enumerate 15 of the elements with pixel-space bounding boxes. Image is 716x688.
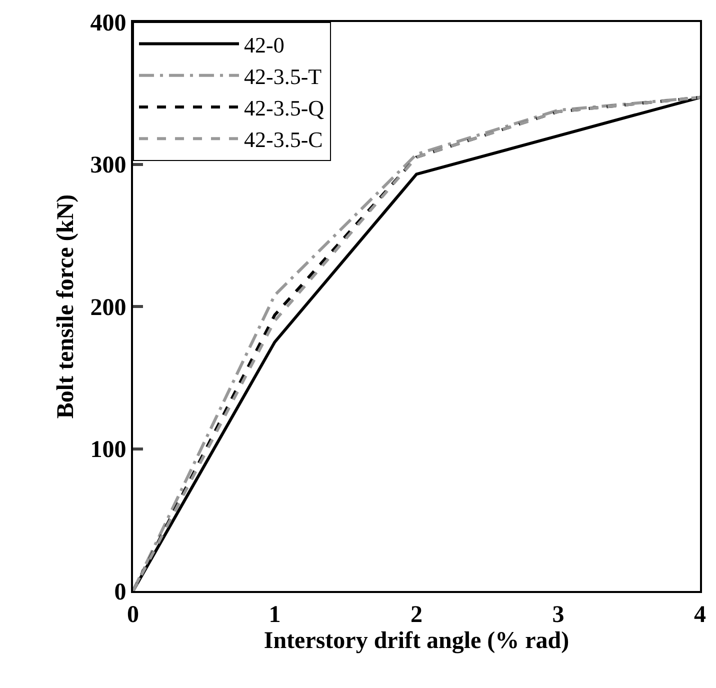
y-tick-label: 0 [114,579,126,606]
legend-label: 42-3.5-C [244,127,323,152]
y-tick-label: 100 [90,437,126,464]
x-tick-label: 3 [552,602,564,628]
y-tick-label: 300 [90,152,126,179]
y-tick-label: 400 [90,10,126,36]
x-axis-title: Interstory drift angle (% rad) [264,628,570,654]
legend-label: 42-0 [244,32,284,58]
legend-label: 42-3.5-Q [244,96,324,121]
x-tick-label: 4 [694,602,706,628]
x-tick-label: 1 [268,602,281,628]
y-tick-label: 200 [90,294,126,321]
x-tick-label: 2 [410,602,422,628]
legend-label: 42-3.5-T [244,64,322,89]
y-axis-title: Bolt tensile force (kN) [52,194,79,419]
